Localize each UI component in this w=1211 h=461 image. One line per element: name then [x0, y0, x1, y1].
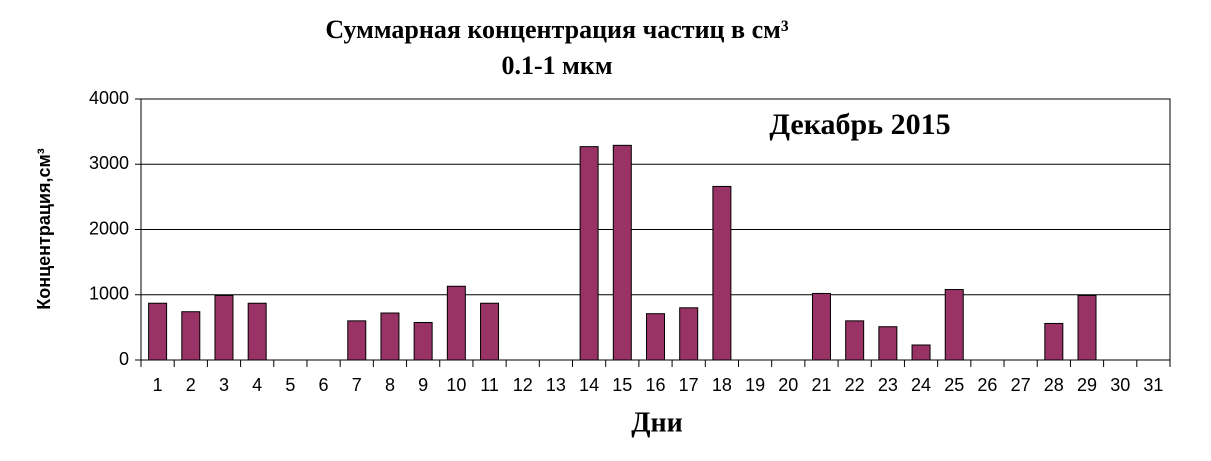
x-tick-label: 10 — [446, 375, 466, 395]
bar — [878, 326, 898, 361]
bar — [347, 320, 367, 361]
x-tick-label: 20 — [778, 375, 798, 395]
x-tick-label: 7 — [352, 375, 362, 395]
bar — [480, 302, 500, 361]
bar — [1044, 322, 1064, 361]
bar — [446, 285, 466, 361]
bar — [679, 307, 699, 361]
x-tick-label: 15 — [612, 375, 632, 395]
x-tick-label: 29 — [1077, 375, 1097, 395]
bar — [148, 302, 168, 361]
x-tick-label: 30 — [1110, 375, 1130, 395]
x-tick-label: 4 — [252, 375, 262, 395]
bar — [380, 312, 400, 361]
bar — [944, 289, 964, 361]
chart-title: Суммарная концентрация частиц в см³ — [325, 15, 788, 44]
y-axis-label: Концентрация,см³ — [34, 148, 54, 310]
bar — [181, 311, 201, 361]
x-tick-label: 27 — [1011, 375, 1031, 395]
x-tick-label: 16 — [645, 375, 665, 395]
y-tick-label: 3000 — [89, 153, 129, 173]
y-tick-label: 1000 — [89, 284, 129, 304]
x-tick-label: 9 — [418, 375, 428, 395]
x-tick-label: 25 — [944, 375, 964, 395]
bar — [712, 185, 732, 361]
x-axis-label: Дни — [631, 407, 683, 438]
x-tick-label: 1 — [153, 375, 163, 395]
bar — [612, 144, 632, 361]
x-tick-label: 31 — [1143, 375, 1163, 395]
annotation: Декабрь 2015 — [769, 108, 950, 141]
x-tick-label: 24 — [911, 375, 931, 395]
x-tick-label: 26 — [977, 375, 997, 395]
bar — [911, 344, 931, 361]
x-tick-label: 11 — [480, 375, 499, 395]
y-tick-label: 0 — [119, 349, 129, 369]
y-tick-label: 4000 — [89, 88, 129, 108]
x-tick-label: 28 — [1044, 375, 1064, 395]
x-tick-label: 3 — [219, 375, 229, 395]
bar — [413, 321, 433, 361]
x-tick-label: 17 — [679, 375, 699, 395]
bar — [214, 294, 234, 361]
bar — [845, 320, 865, 361]
x-tick-label: 22 — [845, 375, 865, 395]
x-tick-label: 2 — [186, 375, 196, 395]
x-tick-label: 23 — [878, 375, 898, 395]
x-tick-label: 19 — [745, 375, 765, 395]
x-tick-label: 6 — [319, 375, 329, 395]
bar — [646, 313, 665, 361]
chart-subtitle: 0.1-1 мкм — [501, 51, 612, 80]
x-tick-label: 21 — [811, 375, 831, 395]
x-tick-label: 14 — [579, 375, 599, 395]
bar — [811, 292, 831, 361]
bar — [247, 302, 267, 361]
x-tick-label: 8 — [385, 375, 395, 395]
x-tick-label: 18 — [712, 375, 732, 395]
x-tick-label: 5 — [285, 375, 295, 395]
y-tick-label: 2000 — [89, 218, 129, 238]
bar — [579, 146, 599, 361]
x-tick-label: 12 — [513, 375, 533, 395]
x-tick-label: 13 — [546, 375, 566, 395]
bar — [1077, 294, 1097, 361]
